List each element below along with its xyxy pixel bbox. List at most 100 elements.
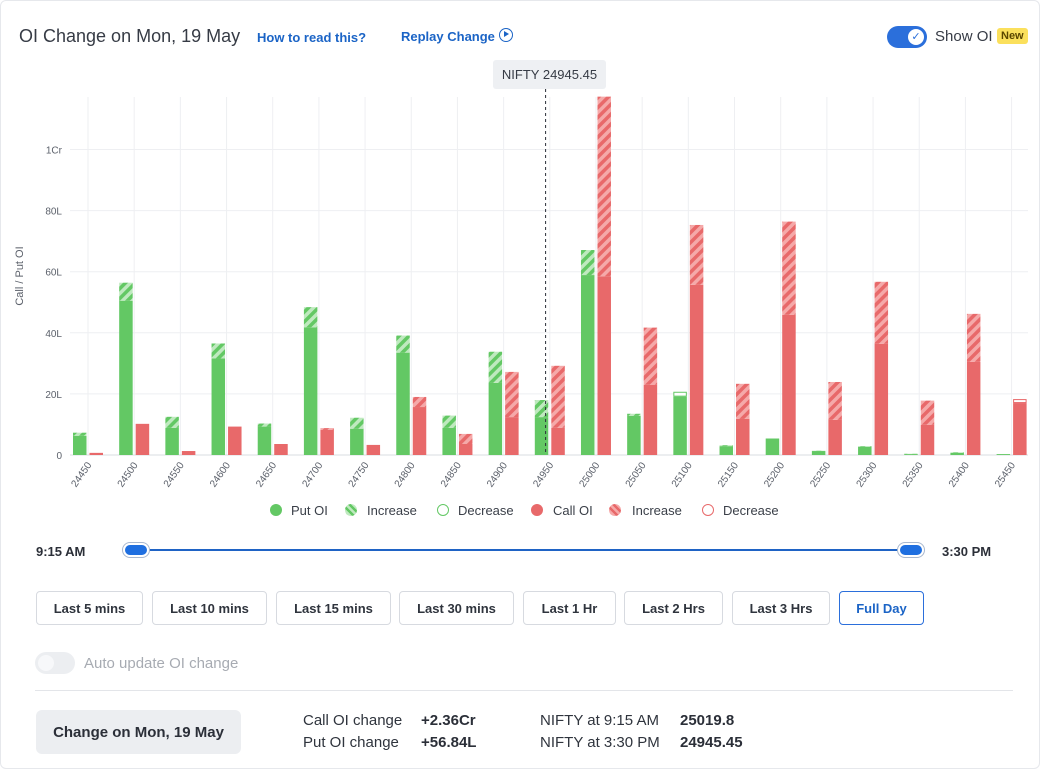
put-oi-bar — [304, 327, 318, 455]
legend-label: Decrease — [723, 503, 779, 518]
y-tick-label: 40L — [45, 329, 62, 340]
x-tick-label: 25150 — [716, 460, 741, 489]
change-on-date-button[interactable]: Change on Mon, 19 May — [36, 710, 241, 754]
call-oi-change-value: +2.36Cr — [421, 712, 476, 729]
put-oi-bar — [442, 428, 456, 455]
put-oi-bar — [489, 383, 503, 455]
full-day-button[interactable]: Full Day — [839, 591, 924, 625]
nifty-close-value: 24945.45 — [680, 734, 743, 751]
slider-start-time: 9:15 AM — [36, 544, 85, 559]
nifty-spot-tooltip: NIFTY 24945.45 — [493, 60, 606, 89]
put-increase-bar — [581, 250, 595, 275]
legend-label: Increase — [367, 503, 417, 518]
y-tick-label: 20L — [45, 390, 62, 401]
call-oi-bar — [782, 315, 796, 455]
auto-update-label: Auto update OI change — [84, 655, 238, 672]
put-oi-bar — [997, 454, 1011, 455]
x-tick-label: 25400 — [947, 460, 972, 489]
time-button[interactable]: Last 3 Hrs — [732, 591, 830, 625]
call-increase-bar — [782, 222, 796, 315]
put-oi-bar — [812, 451, 826, 455]
x-tick-label: 25250 — [808, 460, 833, 489]
x-tick-label: 24500 — [116, 460, 141, 489]
call-oi-bar — [644, 385, 658, 455]
put-increase-bar — [489, 352, 503, 383]
call-increase-bar — [505, 372, 519, 417]
call-hatch-legend-icon — [609, 504, 621, 516]
put-oi-bar — [673, 397, 687, 455]
x-tick-label: 24650 — [254, 460, 279, 489]
put-oi-bar — [904, 454, 918, 455]
put-increase-bar — [442, 416, 456, 428]
x-tick-label: 24750 — [347, 460, 372, 489]
auto-update-toggle[interactable] — [35, 652, 75, 674]
call-increase-bar — [644, 328, 658, 385]
time-button[interactable]: Last 2 Hrs — [624, 591, 723, 625]
y-tick-label: 80L — [45, 207, 62, 218]
put-increase-bar — [627, 414, 641, 416]
call-oi-bar — [413, 407, 427, 455]
time-button[interactable]: Last 5 mins — [36, 591, 143, 625]
y-tick-label: 60L — [45, 268, 62, 279]
put-oi-bar — [119, 301, 132, 455]
call-oi-change-label: Call OI change — [303, 712, 402, 729]
time-button[interactable]: Last 1 Hr — [523, 591, 616, 625]
put-increase-bar — [535, 400, 549, 417]
time-slider-track[interactable] — [137, 549, 912, 551]
x-tick-label: 24450 — [69, 460, 94, 489]
call-increase-bar — [875, 282, 889, 344]
call-oi-bar — [182, 451, 196, 455]
put-increase-bar — [350, 418, 364, 429]
put-oi-bar — [73, 436, 87, 455]
y-axis-label: Call / Put OI — [14, 246, 26, 305]
x-tick-label: 25200 — [762, 460, 787, 489]
put-oi-bar — [212, 358, 226, 455]
call-oi-bar — [736, 419, 750, 455]
call-outline-legend-icon — [702, 504, 714, 516]
x-tick-label: 25350 — [901, 460, 926, 489]
x-tick-label: 24600 — [208, 460, 233, 489]
legend-label: Increase — [632, 503, 682, 518]
call-increase-bar — [597, 97, 611, 277]
put-oi-bar — [581, 275, 595, 455]
call-oi-bar — [551, 428, 565, 455]
divider — [35, 690, 1013, 691]
put-increase-bar — [858, 446, 872, 447]
slider-start-handle[interactable] — [123, 543, 149, 557]
put-oi-bar — [720, 446, 734, 455]
time-button[interactable]: Last 15 mins — [276, 591, 391, 625]
y-tick-label: 1Cr — [46, 146, 63, 157]
x-tick-label: 25100 — [670, 460, 695, 489]
x-tick-label: 24850 — [439, 460, 464, 489]
call-oi-bar — [597, 276, 611, 455]
put-increase-bar — [212, 343, 226, 358]
put-oi-bar — [165, 428, 179, 455]
call-oi-bar — [459, 444, 473, 455]
x-tick-label: 24550 — [162, 460, 187, 489]
put-oi-change-value: +56.84L — [421, 734, 476, 751]
x-tick-label: 25300 — [855, 460, 880, 489]
put-increase-bar — [396, 336, 410, 353]
put-increase-bar — [720, 445, 734, 446]
call-oi-bar — [505, 417, 519, 455]
call-increase-bar — [967, 314, 981, 362]
call-increase-bar — [551, 366, 565, 428]
call-oi-bar — [320, 430, 334, 455]
call-oi-bar — [828, 420, 842, 455]
put-oi-bar — [627, 416, 641, 455]
put-oi-change-label: Put OI change — [303, 734, 399, 751]
put-increase-bar — [165, 417, 179, 428]
x-tick-label: 24700 — [300, 460, 325, 489]
time-button[interactable]: Last 30 mins — [399, 591, 514, 625]
call-increase-bar — [413, 397, 427, 407]
put-oi-bar — [766, 439, 780, 455]
call-oi-bar — [228, 427, 242, 455]
time-button[interactable]: Last 10 mins — [152, 591, 267, 625]
put-hatch-legend-icon — [345, 504, 357, 516]
call-oi-bar — [90, 453, 104, 455]
put-oi-bar — [858, 447, 872, 455]
slider-end-handle[interactable] — [898, 543, 924, 557]
legend-label: Put OI — [291, 503, 328, 518]
x-tick-label: 24950 — [531, 460, 556, 489]
put-increase-bar — [73, 433, 87, 436]
